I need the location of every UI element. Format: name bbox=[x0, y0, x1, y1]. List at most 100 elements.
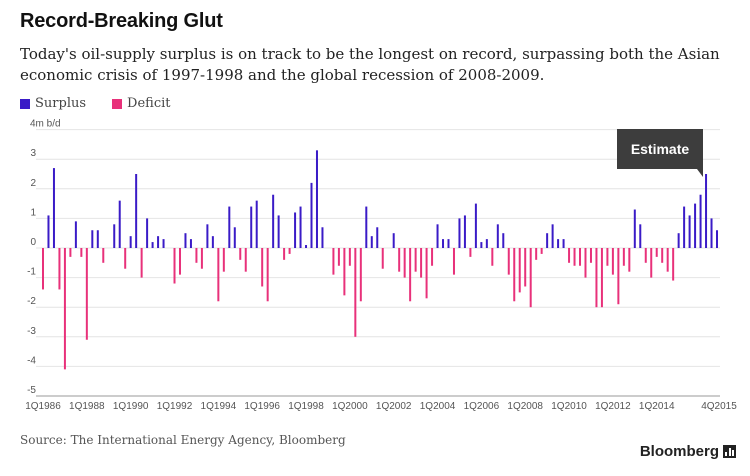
bar-surplus bbox=[162, 239, 165, 248]
bar-deficit bbox=[628, 248, 631, 272]
bar-surplus bbox=[129, 236, 132, 248]
estimate-pointer bbox=[697, 169, 703, 177]
bar-deficit bbox=[414, 248, 417, 272]
legend-item-deficit: Deficit bbox=[112, 96, 170, 111]
bar-surplus bbox=[305, 245, 308, 248]
bar-deficit bbox=[617, 248, 620, 305]
y-axis-ticks: -5 -4 -3 -2 -1 0 1 2 3 4m b/d bbox=[27, 119, 60, 396]
bar-deficit bbox=[661, 248, 664, 263]
x-tick-label: 1Q1998 bbox=[288, 401, 324, 412]
bar-deficit bbox=[239, 248, 242, 260]
bar-surplus bbox=[370, 236, 373, 248]
bar-deficit bbox=[80, 248, 83, 257]
bar-surplus bbox=[189, 239, 192, 248]
x-tick-label: 1Q1992 bbox=[157, 401, 193, 412]
bar-deficit bbox=[359, 248, 362, 302]
bar-deficit bbox=[568, 248, 571, 263]
bar-deficit bbox=[666, 248, 669, 272]
bar-surplus bbox=[228, 206, 231, 248]
bar-deficit bbox=[178, 248, 181, 275]
bar-deficit bbox=[469, 248, 472, 257]
x-tick-label: 4Q2015 bbox=[701, 401, 737, 412]
bar-surplus bbox=[52, 168, 55, 248]
bar-surplus bbox=[91, 230, 94, 248]
y-tick-label: -3 bbox=[27, 326, 36, 337]
bar-deficit bbox=[343, 248, 346, 296]
bar-deficit bbox=[195, 248, 198, 263]
bar-surplus bbox=[206, 224, 209, 248]
bar-surplus bbox=[688, 215, 691, 248]
bar-deficit bbox=[573, 248, 576, 266]
y-tick-label: 2 bbox=[30, 178, 36, 189]
bar-deficit bbox=[332, 248, 335, 275]
bar-deficit bbox=[518, 248, 521, 293]
legend-swatch-deficit bbox=[112, 98, 123, 109]
bar-surplus bbox=[436, 224, 439, 248]
x-tick-label: 1Q2004 bbox=[420, 401, 456, 412]
bar-surplus bbox=[315, 150, 318, 248]
bar-surplus bbox=[694, 203, 697, 248]
bar-surplus bbox=[157, 236, 160, 248]
bar-deficit bbox=[283, 248, 286, 260]
x-tick-label: 1Q1990 bbox=[113, 401, 149, 412]
brand-logo: Bloomberg bbox=[640, 443, 736, 460]
bar-deficit bbox=[261, 248, 264, 287]
y-tick-label: -4 bbox=[27, 355, 36, 366]
y-tick-label: -5 bbox=[27, 385, 36, 396]
bar-surplus bbox=[705, 174, 708, 248]
bar-deficit bbox=[606, 248, 609, 266]
bar-surplus bbox=[442, 239, 445, 248]
bar-deficit bbox=[140, 248, 143, 278]
bar-deficit bbox=[579, 248, 582, 266]
bar-surplus bbox=[272, 194, 275, 248]
bar-deficit bbox=[524, 248, 527, 287]
bar-surplus bbox=[683, 206, 686, 248]
x-tick-label: 1Q2012 bbox=[595, 401, 631, 412]
bar-deficit bbox=[425, 248, 428, 299]
x-tick-label: 1Q2010 bbox=[551, 401, 587, 412]
bar-surplus bbox=[546, 233, 549, 248]
bar-surplus bbox=[474, 203, 477, 248]
y-tick-label: -1 bbox=[27, 267, 36, 278]
legend: Surplus Deficit bbox=[20, 96, 196, 111]
bar-deficit bbox=[655, 248, 658, 257]
bar-surplus bbox=[310, 182, 313, 248]
bar-deficit bbox=[266, 248, 269, 302]
bar-deficit bbox=[217, 248, 220, 302]
bar-surplus bbox=[96, 230, 99, 248]
bars bbox=[42, 150, 718, 370]
x-tick-label: 1Q2002 bbox=[376, 401, 412, 412]
bar-deficit bbox=[409, 248, 412, 302]
bar-deficit bbox=[589, 248, 592, 263]
bar-surplus bbox=[113, 224, 116, 248]
bar-deficit bbox=[288, 248, 291, 254]
bar-deficit bbox=[102, 248, 105, 263]
bar-deficit bbox=[672, 248, 675, 281]
bar-deficit bbox=[354, 248, 357, 337]
bar-deficit bbox=[535, 248, 538, 260]
bar-deficit bbox=[420, 248, 423, 278]
bar-surplus bbox=[233, 227, 236, 248]
x-tick-label: 1Q1986 bbox=[25, 401, 61, 412]
bar-surplus bbox=[447, 239, 450, 248]
y-tick-label: -2 bbox=[27, 296, 36, 307]
legend-label-surplus: Surplus bbox=[35, 96, 87, 111]
bar-surplus bbox=[118, 200, 121, 248]
bar-surplus bbox=[710, 218, 713, 248]
bar-surplus bbox=[551, 224, 554, 248]
bar-surplus bbox=[502, 233, 505, 248]
bar-deficit bbox=[513, 248, 516, 302]
bar-deficit bbox=[200, 248, 203, 269]
bar-deficit bbox=[69, 248, 72, 257]
bar-deficit bbox=[650, 248, 653, 278]
bar-deficit bbox=[85, 248, 88, 340]
bar-surplus bbox=[699, 194, 702, 248]
bar-surplus bbox=[392, 233, 395, 248]
y-unit-label: 4m b/d bbox=[30, 119, 61, 130]
estimate-box bbox=[617, 129, 703, 169]
bar-deficit bbox=[584, 248, 587, 278]
bar-surplus bbox=[557, 239, 560, 248]
legend-item-surplus: Surplus bbox=[20, 96, 86, 111]
bar-surplus bbox=[496, 224, 499, 248]
